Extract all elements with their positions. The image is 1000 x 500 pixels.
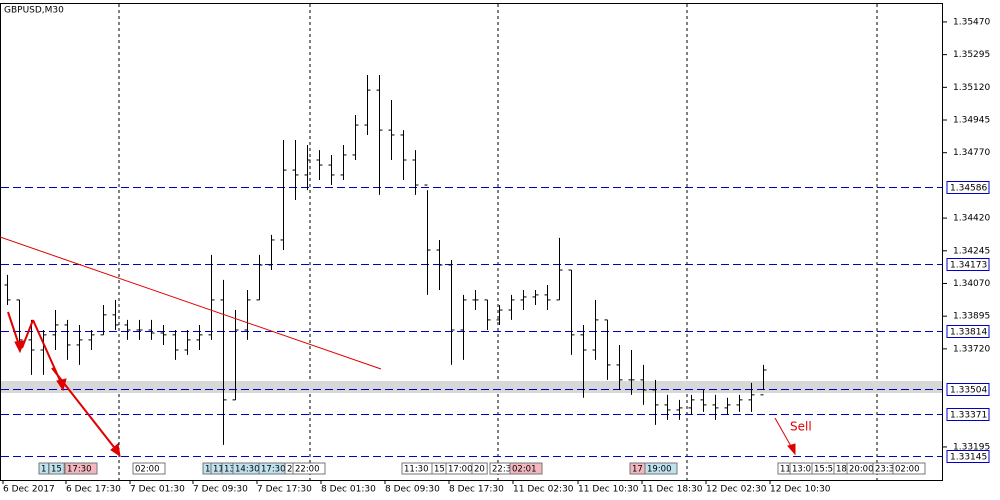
event-label: 1 bbox=[41, 465, 46, 475]
x-tick-label: 8 Dec 09:30 bbox=[385, 485, 440, 495]
event-label: 22:00 bbox=[295, 465, 320, 475]
sell-annotation: Sell bbox=[790, 420, 812, 434]
y-tick-label: 1.34420 bbox=[953, 214, 990, 224]
x-tick-label: 11 Dec 10:30 bbox=[578, 485, 639, 495]
event-label: 15 bbox=[434, 465, 445, 475]
event-label: 17:30 bbox=[261, 465, 286, 475]
x-tick-label: 12 Dec 10:30 bbox=[770, 485, 831, 495]
x-tick-label: 11 Dec 02:30 bbox=[513, 485, 574, 495]
x-tick-label: 11 Dec 18:30 bbox=[642, 485, 703, 495]
level-label-box bbox=[946, 325, 990, 338]
event-label: 23:3 bbox=[875, 465, 894, 475]
x-tick-label: 6 Dec 17:30 bbox=[66, 485, 121, 495]
x-tick-label: 7 Dec 01:30 bbox=[130, 485, 185, 495]
event-label: 15:5 bbox=[814, 465, 833, 475]
event-label: 02:00 bbox=[135, 465, 160, 475]
event-label: 20:00 bbox=[849, 465, 874, 475]
chart-title: GBPUSD,M30 bbox=[4, 6, 64, 16]
y-tick-label: 1.35470 bbox=[953, 17, 990, 27]
event-label: 11:30 bbox=[404, 465, 429, 475]
y-tick-label: 1.34770 bbox=[953, 148, 990, 158]
marks bbox=[1, 74, 943, 457]
event-label: 1 bbox=[205, 465, 210, 475]
event-label: 22:3 bbox=[492, 465, 511, 475]
event-label: 13:0 bbox=[792, 465, 811, 475]
level-label: 1.33814 bbox=[950, 328, 987, 338]
y-tick-label: 1.34245 bbox=[953, 246, 990, 256]
event-label: 2 bbox=[287, 465, 292, 475]
x-tick-label: 7 Dec 17:30 bbox=[257, 485, 312, 495]
level-label: 1.33504 bbox=[950, 386, 987, 396]
y-tick-label: 1.33195 bbox=[953, 442, 990, 452]
vertical-grid bbox=[118, 4, 878, 480]
event-label: 15 bbox=[51, 465, 62, 475]
level-label: 1.34586 bbox=[950, 184, 987, 194]
y-tick-label: 1.33720 bbox=[953, 344, 990, 354]
y-tick-label: 1.34070 bbox=[953, 279, 990, 289]
x-tick-label: 6 Dec 2017 bbox=[3, 485, 55, 495]
event-label: 17:30 bbox=[67, 465, 92, 475]
arrow bbox=[21, 319, 34, 349]
sell-arrow bbox=[774, 417, 793, 449]
current-price-band bbox=[1, 381, 942, 393]
event-label: 11 bbox=[213, 465, 224, 475]
event-label: 20 bbox=[474, 465, 485, 475]
event-box bbox=[132, 462, 166, 475]
event-box bbox=[509, 462, 543, 475]
y-tick-label: 1.34945 bbox=[953, 116, 990, 126]
event-box bbox=[471, 462, 488, 475]
level-label-box bbox=[946, 258, 990, 271]
event-box bbox=[644, 462, 678, 475]
level-label: 1.34173 bbox=[950, 261, 987, 271]
event-box bbox=[892, 462, 926, 475]
level-label-box bbox=[946, 383, 990, 396]
event-label: 14:30 bbox=[235, 465, 260, 475]
event-box bbox=[48, 462, 65, 475]
x-tick-label: 7 Dec 09:30 bbox=[193, 485, 248, 495]
event-label: 17 bbox=[632, 465, 643, 475]
y-tick-label: 1.35120 bbox=[953, 83, 990, 93]
level-label-box bbox=[946, 408, 990, 421]
event-label: 17:00 bbox=[448, 465, 473, 475]
event-label: 11 bbox=[780, 465, 791, 475]
event-label: 02:01 bbox=[512, 465, 537, 475]
event-label: 19:00 bbox=[647, 465, 672, 475]
x-tick-label: 8 Dec 17:30 bbox=[449, 485, 504, 495]
event-label: 18 bbox=[836, 465, 847, 475]
y-tick-label: 1.35295 bbox=[953, 50, 990, 60]
level-label: 1.33371 bbox=[950, 411, 987, 421]
event-box bbox=[292, 462, 326, 475]
arrow-head bbox=[787, 443, 796, 456]
event-box bbox=[64, 462, 98, 475]
trend-line bbox=[0, 236, 382, 370]
y-tick-label: 1.33895 bbox=[953, 312, 990, 322]
event-label: 02:00 bbox=[895, 465, 920, 475]
x-tick-label: 12 Dec 02:30 bbox=[706, 485, 767, 495]
arrow bbox=[51, 367, 118, 452]
arrow-head bbox=[110, 443, 121, 458]
level-label: 1.33145 bbox=[950, 453, 987, 463]
event-label: 13 bbox=[224, 465, 235, 475]
level-label-box bbox=[946, 181, 990, 194]
x-tick-label: 8 Dec 01:30 bbox=[321, 485, 376, 495]
level-label-box bbox=[946, 450, 990, 463]
drawings bbox=[0, 236, 796, 458]
plot-frame bbox=[0, 3, 943, 481]
